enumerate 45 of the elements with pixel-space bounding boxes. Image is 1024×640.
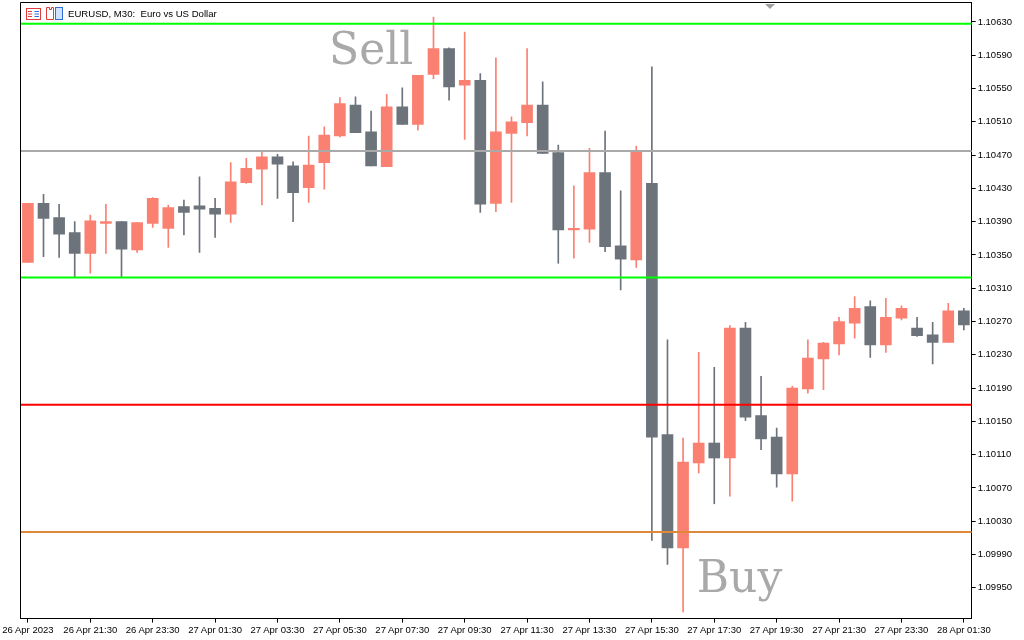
x-tick-label: 27 Apr 05:30 xyxy=(312,623,367,635)
x-tick-label: 27 Apr 11:30 xyxy=(500,623,554,635)
x-tick-label: 27 Apr 17:30 xyxy=(687,623,742,635)
x-tick-label: 27 Apr 21:30 xyxy=(812,623,867,635)
y-tick-label: 1.10550 xyxy=(977,82,1012,94)
y-tick-label: 1.10110 xyxy=(977,448,1012,460)
x-tick-label: 27 Apr 03:30 xyxy=(250,623,305,635)
candlestick xyxy=(100,203,112,254)
y-tick-label: 1.10630 xyxy=(977,15,1012,27)
y-tick-label: 1.10310 xyxy=(977,281,1012,293)
y-tick-label: 1.09950 xyxy=(977,581,1012,593)
candlestick xyxy=(614,190,627,291)
y-tick-label: 1.10030 xyxy=(977,514,1012,526)
x-tick-label: 28 Apr 01:30 xyxy=(936,623,991,635)
y-tick-label: 1.10590 xyxy=(977,48,1012,60)
y-tick-label: 1.10070 xyxy=(977,481,1012,493)
y-tick-label: 1.09990 xyxy=(977,548,1012,560)
annotation: Buy xyxy=(696,551,783,603)
x-tick-label: 27 Apr 19:30 xyxy=(749,623,804,635)
candlestick xyxy=(178,199,190,236)
candlestick xyxy=(708,366,721,505)
y-tick-label: 1.10150 xyxy=(977,415,1012,427)
y-tick-label: 1.10390 xyxy=(977,215,1012,227)
candlestick xyxy=(521,48,533,137)
x-tick-label: 27 Apr 07:30 xyxy=(375,623,430,635)
y-tick-label: 1.10270 xyxy=(977,315,1012,327)
annotation: Sell xyxy=(329,22,414,74)
y-tick-label: 1.10230 xyxy=(977,348,1012,360)
x-tick-label: 27 Apr 15:30 xyxy=(624,623,679,635)
y-tick-label: 1.10190 xyxy=(977,381,1012,393)
text: EURUSD, M30: Euro vs US Dollar xyxy=(68,7,217,20)
candlestick xyxy=(458,31,471,140)
x-tick-label: 27 Apr 13:30 xyxy=(562,623,617,635)
y-tick-label: 1.10470 xyxy=(977,148,1012,160)
x-tick-label: 26 Apr 21:30 xyxy=(63,623,118,635)
candlestick xyxy=(692,351,705,474)
y-tick-label: 1.10430 xyxy=(977,182,1012,194)
x-tick-label: 27 Apr 01:30 xyxy=(188,623,243,635)
x-tick-label: 26 Apr 23:30 xyxy=(125,623,180,635)
x-tick-label: 27 Apr 23:30 xyxy=(874,623,929,635)
x-tick-label: 27 Apr 09:30 xyxy=(437,623,492,635)
y-tick-label: 1.10510 xyxy=(977,115,1012,127)
candlestick xyxy=(209,198,221,238)
y-tick-label: 1.10350 xyxy=(977,248,1012,260)
x-tick-label: 26 Apr 2023 xyxy=(2,623,54,635)
